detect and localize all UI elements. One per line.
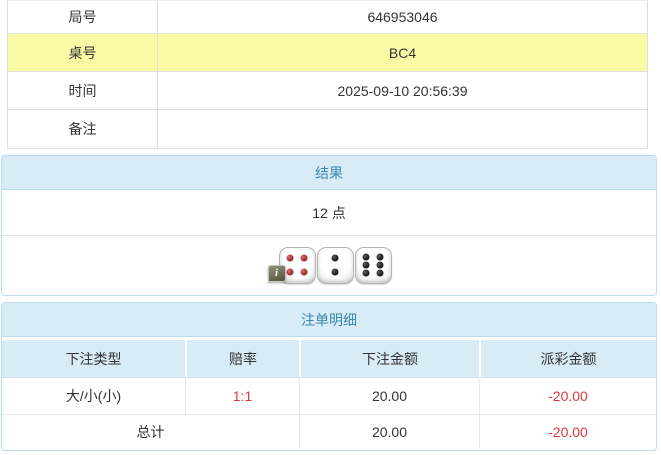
round-value: 646953046 bbox=[367, 9, 438, 25]
remark-label: 备注 bbox=[8, 110, 158, 148]
die-3 bbox=[354, 246, 392, 284]
table-label: 桌号 bbox=[8, 34, 158, 71]
bets-table-header: 下注类型 赔率 下注金额 派彩金额 bbox=[2, 340, 656, 378]
die-pip bbox=[286, 268, 294, 276]
result-points: 12 点 bbox=[2, 190, 656, 236]
total-label: 总计 bbox=[136, 423, 165, 440]
die-pip bbox=[286, 254, 294, 262]
time-value: 2025-09-10 20:56:39 bbox=[337, 82, 468, 99]
die-pip bbox=[362, 261, 370, 269]
info-row-table: 桌号 BC4 bbox=[8, 34, 647, 72]
info-row-remark: 备注 bbox=[8, 110, 647, 148]
info-row-time: 时间 2025-09-10 20:56:39 bbox=[8, 72, 647, 110]
result-panel: 结果 12 点 i bbox=[1, 155, 657, 296]
die-pip bbox=[331, 254, 339, 262]
odds-value: 1:1 bbox=[185, 378, 299, 414]
bet-amount-value: 20.00 bbox=[299, 378, 479, 414]
die-pip bbox=[300, 254, 308, 262]
total-row: 总计 20.00 -20.00 bbox=[2, 415, 656, 448]
total-bet-amount: 20.00 bbox=[299, 415, 479, 448]
bets-panel-title: 注单明细 bbox=[2, 303, 656, 337]
die-pip bbox=[362, 269, 370, 277]
bets-panel: 注单明细 下注类型 赔率 下注金额 派彩金额 大/小(小) 1:1 20.00 … bbox=[1, 302, 657, 451]
info-row-round: 局号 646953046 bbox=[8, 1, 647, 34]
round-label: 局号 bbox=[8, 1, 158, 33]
bet-type-value: 大/小(小) bbox=[65, 388, 122, 404]
result-panel-title: 结果 bbox=[2, 156, 656, 190]
table-row: 大/小(小) 1:1 20.00 -20.00 bbox=[2, 378, 656, 415]
remark-value bbox=[158, 110, 647, 148]
die-pip bbox=[376, 269, 384, 277]
col-header-odds: 赔率 bbox=[185, 340, 299, 377]
image-info-icon[interactable]: i bbox=[267, 264, 286, 282]
payout-amount-value: -20.00 bbox=[479, 378, 656, 414]
die-pip bbox=[376, 261, 384, 269]
die-pip bbox=[362, 253, 370, 261]
die-pip bbox=[331, 268, 339, 276]
die-pip bbox=[300, 268, 308, 276]
info-table: 局号 646953046 桌号 BC4 时间 2025-09-10 20:56:… bbox=[7, 0, 648, 149]
col-header-bet-amount: 下注金额 bbox=[299, 340, 479, 377]
die-pip bbox=[376, 253, 384, 261]
dice-group: i bbox=[267, 246, 392, 284]
col-header-payout-amount: 派彩金额 bbox=[479, 340, 656, 377]
bets-gap bbox=[2, 337, 656, 340]
table-value: BC4 bbox=[388, 44, 417, 61]
dice-row: i bbox=[2, 236, 656, 294]
die-2 bbox=[316, 246, 354, 284]
time-label: 时间 bbox=[8, 72, 158, 109]
total-payout-amount: -20.00 bbox=[479, 415, 656, 448]
col-header-bet-type: 下注类型 bbox=[65, 350, 122, 367]
